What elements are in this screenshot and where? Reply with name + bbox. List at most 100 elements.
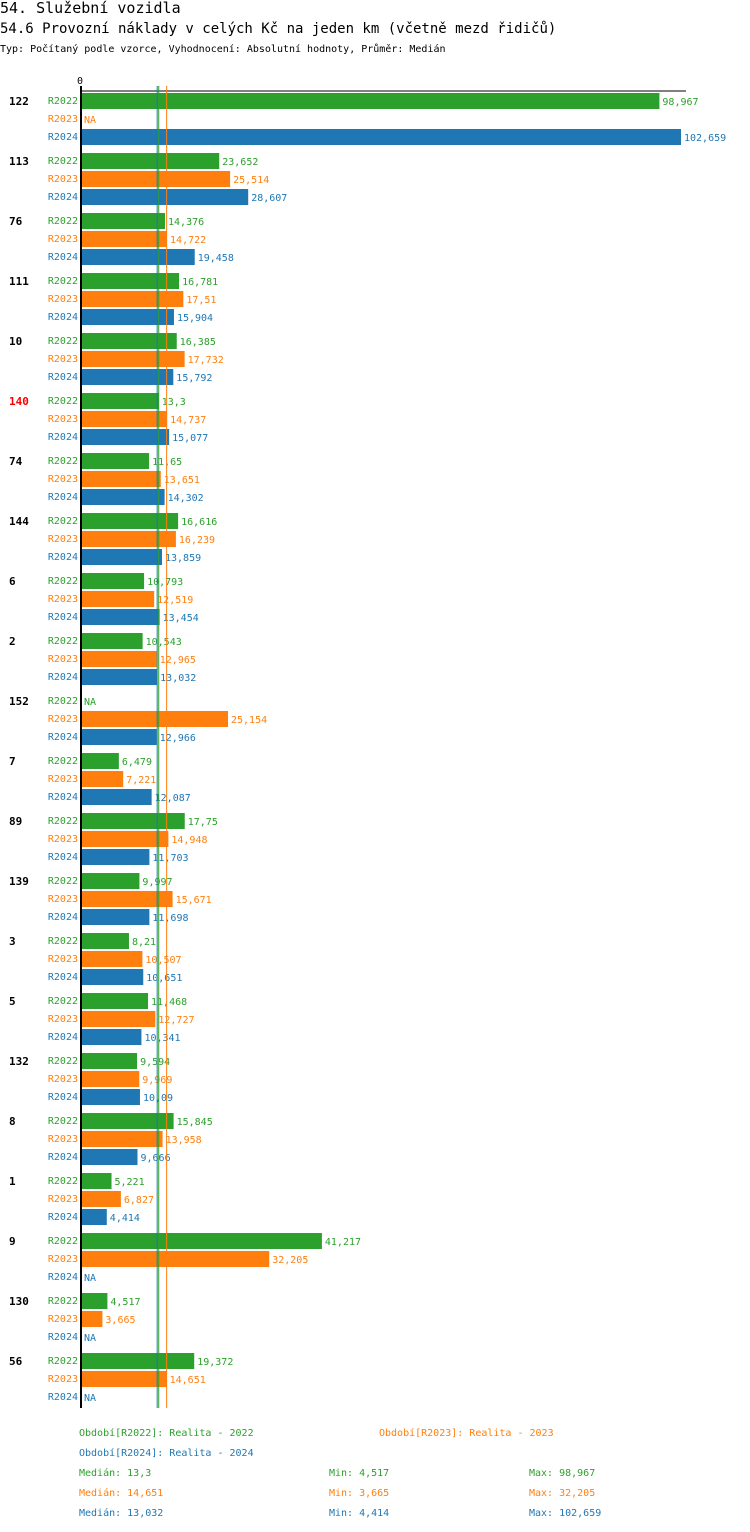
series-label: R2024	[48, 1272, 78, 1283]
series-label: R2022	[48, 1296, 78, 1307]
stat-median-r2022: Medián: 13,3	[79, 1468, 152, 1479]
bar	[81, 1191, 121, 1207]
series-label: R2022	[48, 1056, 78, 1067]
category-label: 6	[9, 575, 16, 588]
data-label: NA	[84, 1333, 96, 1344]
bar	[81, 729, 157, 745]
bar	[81, 129, 681, 145]
category-label: 8	[9, 1115, 16, 1128]
page-title: 54. Služební vozidla	[0, 0, 181, 17]
bar	[81, 171, 231, 187]
data-label: 4,517	[110, 1297, 140, 1308]
series-label: R2022	[48, 756, 78, 767]
data-label: 16,239	[179, 535, 215, 546]
bar	[81, 609, 160, 625]
data-label: 10,507	[145, 955, 181, 966]
series-label: R2023	[48, 354, 78, 365]
data-label: 11,65	[152, 457, 182, 468]
data-label: 15,845	[177, 1117, 213, 1128]
bar	[81, 789, 152, 805]
series-label: R2023	[48, 294, 78, 305]
series-label: R2024	[48, 552, 78, 563]
bar	[81, 993, 149, 1009]
bar	[81, 1053, 138, 1069]
data-label: 14,948	[171, 835, 207, 846]
bar	[81, 393, 159, 409]
category-label: 139	[9, 875, 29, 888]
data-label: 32,205	[272, 1255, 308, 1266]
bar	[81, 1233, 322, 1249]
bar	[81, 933, 129, 949]
bar	[81, 453, 150, 469]
legend-period-r2022: Období[R2022]: Realita - 2022	[79, 1428, 254, 1439]
data-label: 6,827	[124, 1195, 154, 1206]
series-label: R2024	[48, 972, 78, 983]
series-label: R2024	[48, 732, 78, 743]
bar	[81, 513, 179, 529]
bar	[81, 309, 174, 325]
category-label: 152	[9, 695, 29, 708]
data-label: 19,372	[197, 1357, 233, 1368]
data-label: 10,543	[146, 637, 182, 648]
series-label: R2022	[48, 1116, 78, 1127]
series-label: R2022	[48, 1236, 78, 1247]
series-label: R2023	[48, 714, 78, 725]
stat-max-r2023: Max: 32,205	[529, 1488, 596, 1499]
data-label: 13,859	[165, 553, 201, 564]
data-label: 6,479	[122, 757, 152, 768]
series-label: R2022	[48, 396, 78, 407]
data-label: 15,904	[177, 313, 213, 324]
bar	[81, 489, 165, 505]
data-label: 17,51	[186, 295, 216, 306]
category-label: 74	[9, 455, 23, 468]
category-label: 132	[9, 1055, 29, 1068]
bar	[81, 411, 168, 427]
bar	[81, 1251, 270, 1267]
series-label: R2022	[48, 996, 78, 1007]
series-label: R2023	[48, 534, 78, 545]
data-label: 10,09	[143, 1093, 173, 1104]
bar	[81, 633, 143, 649]
stat-min-r2022: Min: 4,517	[329, 1468, 390, 1479]
bar	[81, 891, 173, 907]
series-label: R2023	[48, 774, 78, 785]
bar	[81, 291, 184, 307]
data-label: 9,666	[140, 1153, 170, 1164]
stat-median-r2024: Medián: 13,032	[79, 1508, 164, 1519]
category-label: 89	[9, 815, 22, 828]
bar	[81, 1113, 174, 1129]
series-label: R2024	[48, 132, 78, 143]
data-label: 19,458	[198, 253, 234, 264]
chart-meta: Typ: Počítaný podle vzorce, Vyhodnocení:…	[0, 44, 446, 55]
series-label: R2024	[48, 312, 78, 323]
data-label: 7,221	[126, 775, 156, 786]
bar	[81, 273, 180, 289]
bar	[81, 1071, 140, 1087]
bar	[81, 711, 229, 727]
data-label: 41,217	[325, 1237, 361, 1248]
bar	[81, 213, 166, 229]
data-label: 23,652	[222, 157, 258, 168]
data-label: 10,793	[147, 577, 183, 588]
category-label: 56	[9, 1355, 23, 1368]
series-label: R2023	[48, 1374, 78, 1385]
bar	[81, 909, 150, 925]
bar	[81, 651, 157, 667]
series-label: R2022	[48, 276, 78, 287]
series-label: R2022	[48, 696, 78, 707]
bar	[81, 1353, 195, 1369]
series-label: R2024	[48, 792, 78, 803]
data-label: 13,651	[164, 475, 200, 486]
bar	[81, 951, 143, 967]
data-label: 15,671	[176, 895, 212, 906]
series-label: R2024	[48, 1032, 78, 1043]
category-label: 144	[9, 515, 29, 528]
bar	[81, 573, 145, 589]
category-label: 1	[9, 1175, 16, 1188]
legend-period-r2023: Období[R2023]: Realita - 2023	[379, 1428, 554, 1439]
bar	[81, 1173, 112, 1189]
series-label: R2022	[48, 876, 78, 887]
series-label: R2023	[48, 894, 78, 905]
data-label: NA	[84, 1393, 96, 1404]
series-label: R2023	[48, 654, 78, 665]
